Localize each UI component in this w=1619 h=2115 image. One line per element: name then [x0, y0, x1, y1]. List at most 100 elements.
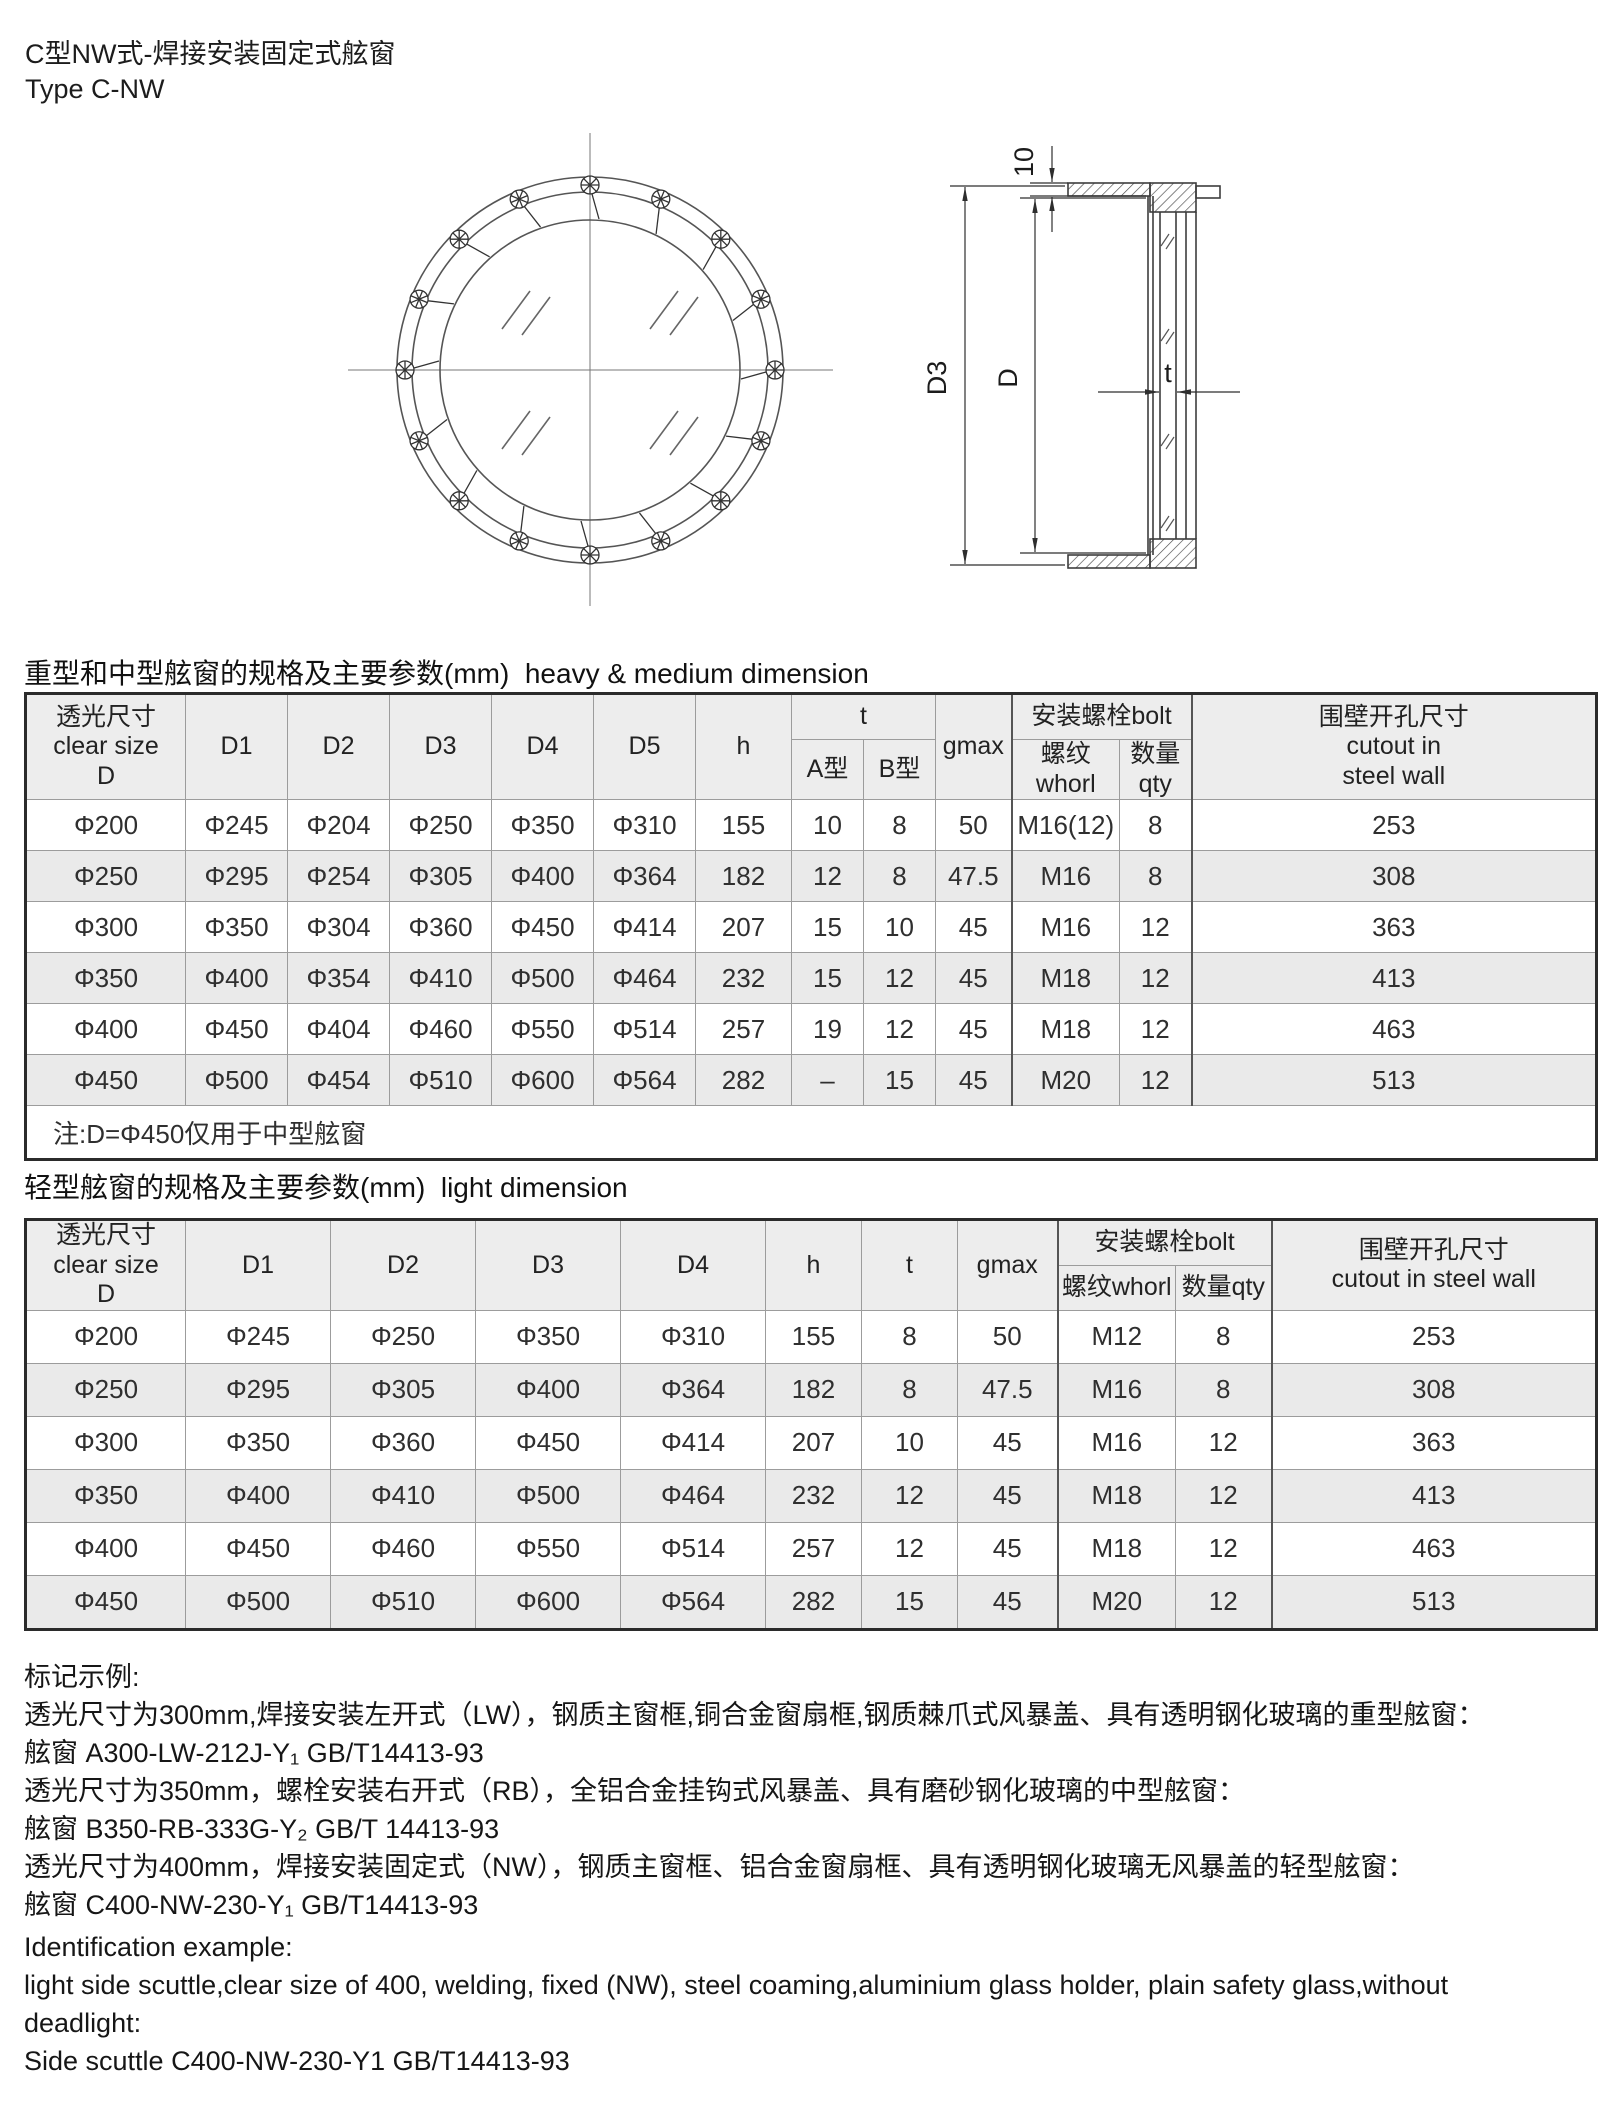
table-header: 透光尺寸 clear size D D1 D2 D3 D4 h t gmax 安… — [25, 1218, 1597, 1311]
table-body: Φ200 Φ245 Φ250 Φ350 Φ310 155 8 50 M12 8 253 Φ250 Φ29… — [25, 1309, 1597, 1630]
table-cell: 463 — [1191, 1003, 1598, 1055]
table-cell: 45 — [957, 1521, 1058, 1576]
table-cell: 12 — [1175, 1415, 1273, 1470]
table-cell: Φ510 — [389, 1054, 492, 1106]
table-cell: Φ450 — [491, 901, 594, 953]
table-cell: Φ300 — [25, 901, 186, 953]
note-line: Side scuttle C400-NW-230-Y1 GB/T14413-93 — [24, 2046, 570, 2076]
table-cell: 155 — [765, 1309, 862, 1364]
table-cell: Φ250 — [389, 799, 492, 851]
col-gmax: gmax — [957, 1219, 1058, 1311]
table-note-row: 注:D=Φ450仅用于中型舷窗 — [24, 1105, 1598, 1160]
porthole-front-view — [348, 133, 833, 606]
table-cell: 413 — [1191, 952, 1598, 1004]
col-qty: 数量qty — [1175, 1265, 1273, 1311]
table-cell: Φ450 — [25, 1574, 186, 1630]
table-cell: 182 — [695, 850, 792, 902]
table-cell: 257 — [695, 1003, 792, 1055]
table-cell: Φ204 — [287, 799, 390, 851]
table-cell: Φ254 — [287, 850, 390, 902]
table-cell: 308 — [1271, 1362, 1597, 1417]
table-cell: 12 — [1119, 901, 1193, 953]
table-row: Φ450 Φ500 Φ454 Φ510 Φ600 Φ564 282–15 45 M20 12 513 — [25, 1054, 1598, 1106]
table-cell: Φ400 — [185, 1468, 331, 1523]
table-cell: 155 — [695, 799, 792, 851]
col-qty: 数量qty — [1119, 739, 1193, 800]
table-cell: M12 — [1056, 1309, 1176, 1364]
glass-hatch-marks — [501, 290, 699, 456]
note-line: Identification example: — [24, 1932, 293, 1962]
dimension-lines — [950, 146, 1240, 566]
table-cell: Φ310 — [593, 799, 696, 851]
col-clear-size: 透光尺寸 clear size D — [25, 693, 186, 800]
table-cell: 8 — [862, 799, 937, 851]
dim-label-10: 10 — [1009, 147, 1039, 177]
table-cell: 45 — [957, 1415, 1058, 1470]
col-t: t — [861, 1219, 958, 1311]
table-cell: 47.5 — [957, 1362, 1058, 1417]
table-cell: 12 — [862, 1003, 937, 1055]
table-cell: 513 — [1271, 1574, 1597, 1630]
table-cell: 253 — [1271, 1309, 1597, 1364]
table-cell: M16 — [1010, 850, 1121, 902]
table-cell: 8 — [861, 1362, 958, 1417]
table-row: Φ250 Φ295 Φ254 Φ305 Φ400 Φ364 182 12 8 47.5 M16 8 30… — [25, 850, 1598, 902]
table-cell: Φ400 — [475, 1362, 621, 1417]
light-table: 透光尺寸 clear size D D1 D2 D3 D4 h t gmax 安… — [24, 1218, 1598, 1631]
table-cell: 413 — [1271, 1468, 1597, 1523]
col-d2: D2 — [287, 693, 390, 800]
table-cell: 12 — [791, 850, 864, 902]
table-cell: Φ550 — [491, 1003, 594, 1055]
table-cell: 253 — [1191, 799, 1598, 851]
table-note: 注:D=Φ450仅用于中型舷窗 — [24, 1105, 1598, 1160]
col-gmax: gmax — [935, 693, 1013, 800]
table-cell: Φ360 — [389, 901, 492, 953]
table-cell: 8 — [1119, 850, 1193, 902]
note-line: 舷窗 A300-LW-212J-Y₁ GB/T14413-93 — [24, 1738, 484, 1768]
table-cell: Φ350 — [185, 901, 288, 953]
table-cell: Φ600 — [475, 1574, 621, 1630]
table-row: Φ400 Φ450 Φ460 Φ550 Φ514 257 12 45 M18 12 463 — [25, 1521, 1597, 1576]
table-cell: 45 — [935, 952, 1013, 1004]
table-cell: Φ350 — [491, 799, 594, 851]
table-cell: M18 — [1056, 1468, 1176, 1523]
table-cell: 282 — [765, 1574, 862, 1630]
col-d4: D4 — [491, 693, 594, 800]
table-row: Φ250 Φ295 Φ305 Φ400 Φ364 182 8 47.5 M16 8 308 — [25, 1362, 1597, 1417]
table-cell: 207 — [765, 1415, 862, 1470]
table-cell: Φ364 — [593, 850, 696, 902]
table-cell: 308 — [1191, 850, 1598, 902]
heavy-medium-table: 透光尺寸 clear size D D1 D2 D3 D4 D5 h t gma… — [24, 692, 1599, 1161]
col-whorl: 螺纹whorl — [1056, 1265, 1176, 1311]
table-cell: Φ464 — [593, 952, 696, 1004]
table-cell: 47.5 — [935, 850, 1013, 902]
table-cell: 8 — [1175, 1362, 1273, 1417]
table-body: Φ200 Φ245 Φ204 Φ250 Φ350 Φ310 155 10 8 50 M16(12) 8… — [25, 799, 1598, 1106]
table-cell: Φ450 — [25, 1054, 186, 1106]
table-cell: Φ410 — [389, 952, 492, 1004]
table-cell: 15 — [861, 1574, 958, 1630]
table-cell: M18 — [1056, 1521, 1176, 1576]
table-cell: Φ550 — [475, 1521, 621, 1576]
table-row: Φ450 Φ500 Φ510 Φ600 Φ564 282 15 45 M20 12 513 — [25, 1574, 1597, 1630]
table-cell: Φ404 — [287, 1003, 390, 1055]
table-cell: Φ295 — [185, 1362, 331, 1417]
table-cell: Φ305 — [330, 1362, 476, 1417]
note-line: deadlight: — [24, 2008, 142, 2038]
table-cell: Φ564 — [593, 1054, 696, 1106]
table-cell: Φ600 — [491, 1054, 594, 1106]
note-line: 透光尺寸为350mm，螺栓安装右开式（RB），全铝合金挂钩式风暴盖、具有磨砂钢化… — [24, 1776, 1246, 1806]
table-cell: 232 — [695, 952, 792, 1004]
col-d4: D4 — [620, 1219, 766, 1311]
table-cell: 12 — [861, 1468, 958, 1523]
col-d5: D5 — [593, 693, 696, 800]
table-cell: Φ250 — [330, 1309, 476, 1364]
table-cell: 12 — [862, 952, 937, 1004]
table-cell: 45 — [957, 1468, 1058, 1523]
page-title: C型NW式-焊接安装固定式舷窗 — [25, 39, 396, 69]
table-cell: 50 — [935, 799, 1013, 851]
table-cell: Φ360 — [330, 1415, 476, 1470]
note-line: 透光尺寸为300mm,焊接安装左开式（LW），钢质主窗框,铜合金窗扇框,钢质棘爪… — [24, 1700, 1485, 1730]
table-cell: Φ450 — [475, 1415, 621, 1470]
